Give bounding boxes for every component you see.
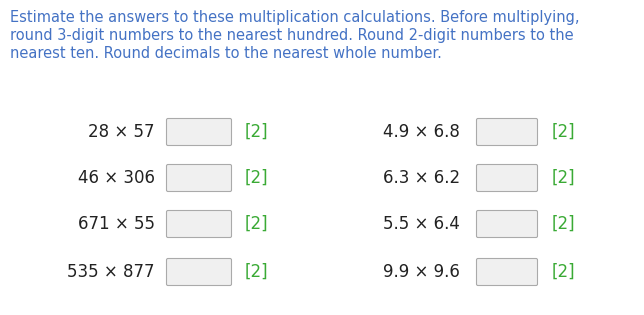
FancyBboxPatch shape	[167, 259, 231, 285]
Text: Estimate the answers to these multiplication calculations. Before multiplying,: Estimate the answers to these multiplica…	[10, 10, 580, 25]
Text: 535 × 877: 535 × 877	[68, 263, 155, 281]
FancyBboxPatch shape	[477, 118, 538, 146]
FancyBboxPatch shape	[167, 164, 231, 192]
FancyBboxPatch shape	[477, 210, 538, 238]
Text: [2]: [2]	[245, 263, 269, 281]
FancyBboxPatch shape	[477, 259, 538, 285]
Text: [2]: [2]	[245, 169, 269, 187]
Text: 46 × 306: 46 × 306	[78, 169, 155, 187]
Text: [2]: [2]	[552, 215, 576, 233]
Text: [2]: [2]	[245, 123, 269, 141]
Text: 6.3 × 6.2: 6.3 × 6.2	[383, 169, 460, 187]
Text: round 3-digit numbers to the nearest hundred. Round 2-digit numbers to the: round 3-digit numbers to the nearest hun…	[10, 28, 574, 43]
Text: 4.9 × 6.8: 4.9 × 6.8	[383, 123, 460, 141]
FancyBboxPatch shape	[167, 210, 231, 238]
FancyBboxPatch shape	[167, 118, 231, 146]
FancyBboxPatch shape	[477, 164, 538, 192]
Text: [2]: [2]	[245, 215, 269, 233]
Text: [2]: [2]	[552, 169, 576, 187]
Text: 5.5 × 6.4: 5.5 × 6.4	[383, 215, 460, 233]
Text: 9.9 × 9.6: 9.9 × 9.6	[383, 263, 460, 281]
Text: [2]: [2]	[552, 263, 576, 281]
Text: nearest ten. Round decimals to the nearest whole number.: nearest ten. Round decimals to the neare…	[10, 46, 442, 61]
Text: [2]: [2]	[552, 123, 576, 141]
Text: 28 × 57: 28 × 57	[88, 123, 155, 141]
Text: 671 × 55: 671 × 55	[78, 215, 155, 233]
